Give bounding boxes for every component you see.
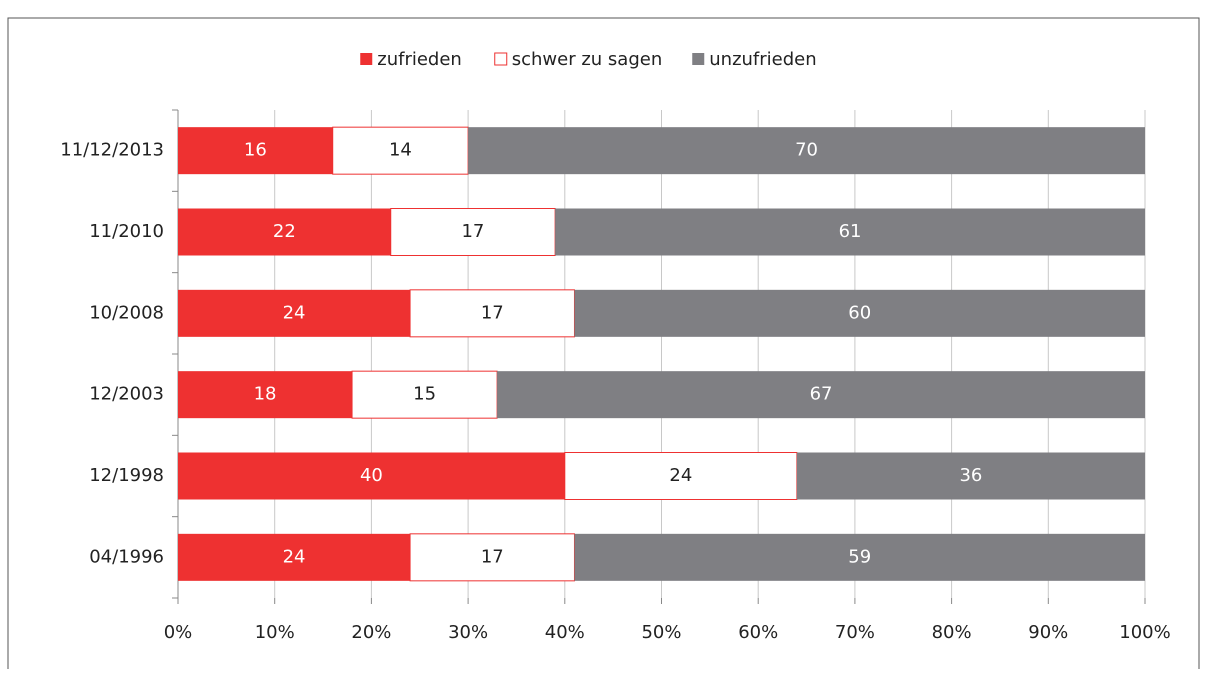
bar-segment <box>409 533 575 582</box>
legend-swatch <box>360 53 373 65</box>
data-label: 59 <box>848 546 871 567</box>
bar-segment <box>497 371 1145 419</box>
bar-segment <box>178 289 411 337</box>
bar-segment <box>409 289 575 338</box>
bar-segment <box>574 533 1145 581</box>
data-label: 70 <box>795 140 818 161</box>
x-tick-label: 100% <box>1119 622 1170 643</box>
x-tick-label: 90% <box>1028 622 1068 643</box>
x-tick-label: 50% <box>641 622 681 643</box>
x-tick-label: 30% <box>448 622 488 643</box>
data-label: 67 <box>810 384 833 405</box>
data-label: 40 <box>360 465 383 486</box>
bars <box>178 126 1145 582</box>
x-tick-label: 40% <box>545 622 585 643</box>
legend-swatch <box>692 53 705 65</box>
x-tick-label: 80% <box>932 622 972 643</box>
y-tick-label: 11/2010 <box>89 221 164 242</box>
labels: 0% 10% 20% 30% 40% 50% 60% 70% 80% 90% 100% 11/12/2… <box>60 49 1170 643</box>
bar-segment <box>178 208 391 256</box>
legend-swatch <box>494 52 508 66</box>
bar-segment <box>796 452 1145 500</box>
data-label: 61 <box>839 221 862 242</box>
data-label: 36 <box>959 465 982 486</box>
data-label: 24 <box>283 546 306 567</box>
y-tick-label: 12/1998 <box>89 465 164 486</box>
data-label: 24 <box>283 302 306 323</box>
data-label: 15 <box>413 384 436 405</box>
data-label: 18 <box>254 384 277 405</box>
x-tick-label: 20% <box>351 622 391 643</box>
bar-segment <box>574 289 1145 337</box>
bar-segment <box>178 127 333 175</box>
y-tick-label: 10/2008 <box>89 302 164 323</box>
data-label: 17 <box>481 546 504 567</box>
bar-segment <box>178 452 565 500</box>
grid <box>172 109 1146 604</box>
bar-segment <box>390 208 556 256</box>
data-label: 22 <box>273 221 296 242</box>
bar-segment <box>468 127 1145 175</box>
bar-segment <box>564 452 798 500</box>
data-label: 14 <box>389 140 412 161</box>
bar-segment <box>332 126 469 175</box>
bar-segment <box>178 371 353 419</box>
y-tick-label: 11/12/2013 <box>60 140 164 161</box>
y-tick-label: 04/1996 <box>89 546 164 567</box>
data-label: 17 <box>481 302 504 323</box>
legend-label: schwer zu sagen <box>512 49 663 70</box>
data-label: 17 <box>461 221 484 242</box>
legend-label: zufrieden <box>377 49 462 70</box>
bar-segment <box>178 533 411 581</box>
bar-segment <box>555 208 1145 256</box>
x-tick-label: 10% <box>255 622 295 643</box>
data-label: 24 <box>669 465 692 486</box>
bar-segment <box>351 370 498 419</box>
data-label: 60 <box>848 302 871 323</box>
frame <box>7 17 1200 673</box>
x-tick-label: 70% <box>835 622 875 643</box>
y-tick-label: 12/2003 <box>89 384 164 405</box>
x-tick-label: 0% <box>164 622 193 643</box>
x-tick-label: 60% <box>738 622 778 643</box>
legend-label: unzufrieden <box>709 49 816 70</box>
data-label: 16 <box>244 140 267 161</box>
